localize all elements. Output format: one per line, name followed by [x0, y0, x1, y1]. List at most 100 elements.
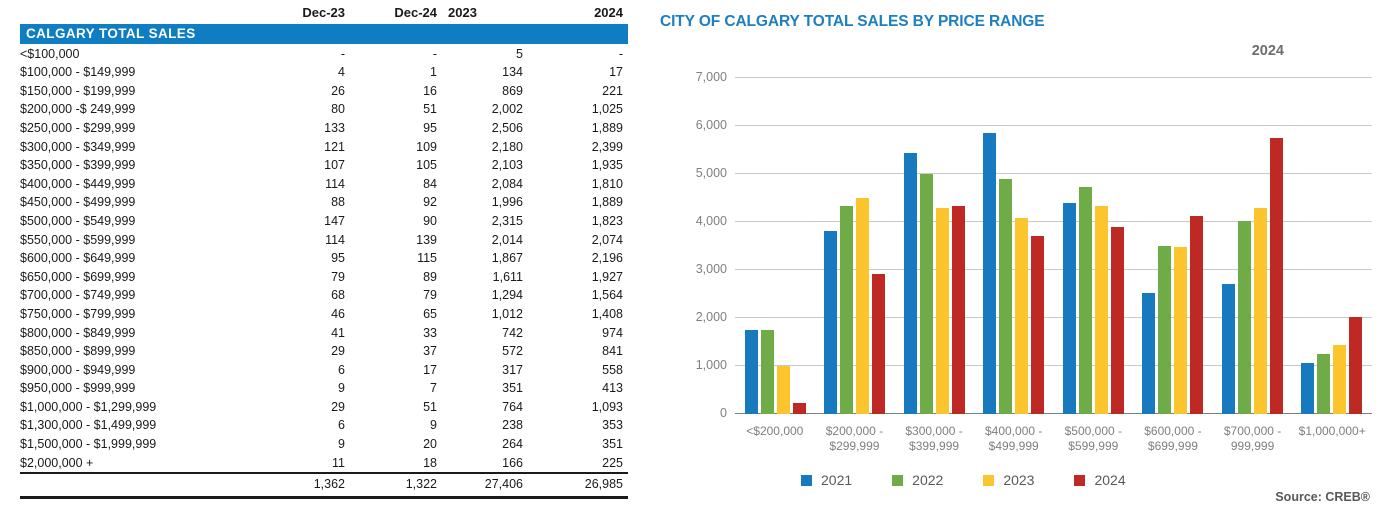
table-row: <$100,000 - - 5 -: [20, 44, 628, 63]
value-cell: 572: [502, 344, 523, 359]
value-cell: 225: [602, 455, 623, 470]
value-cell: 51: [423, 102, 437, 117]
value-cell: 29: [331, 399, 345, 414]
bar-2022: [761, 330, 774, 414]
value-cell: 121: [324, 139, 345, 154]
value-cell: 109: [416, 139, 437, 154]
table-row: $700,000 - $749,999 68 79 1,294 1,564: [20, 286, 628, 305]
value-cell: 41: [331, 325, 345, 340]
row-label: $400,000 - $449,999: [20, 176, 136, 191]
value-cell: 89: [423, 269, 437, 284]
value-cell: 558: [602, 362, 623, 377]
bar-group: [1142, 78, 1204, 414]
row-label: $1,500,000 - $1,999,999: [20, 437, 157, 452]
value-cell: 841: [602, 344, 623, 359]
bar-2023: [1174, 247, 1188, 414]
legend-label: 2024: [1094, 472, 1126, 488]
x-tick-label: $500,000 - $599,999: [1064, 424, 1122, 453]
bar-group: [983, 78, 1045, 414]
bar-2021: [745, 330, 758, 414]
total-2023: 27,406: [437, 471, 523, 499]
legend-swatch-2024: [1074, 474, 1086, 486]
value-cell: 9: [430, 418, 437, 433]
total-row: 1,362 1,322 27,406 26,985: [20, 471, 628, 499]
value-cell: 2,014: [491, 232, 523, 247]
value-cell: 5: [516, 46, 523, 61]
legend-item-2022: 2022: [892, 472, 943, 488]
bar-2023: [856, 197, 870, 414]
x-axis-labels: <$200,000 $200,000 - $299,999 $300,000 - $…: [735, 424, 1372, 454]
gridline: [735, 365, 1372, 366]
row-label: $300,000 - $349,999: [20, 139, 136, 154]
value-cell: 2,180: [491, 139, 523, 154]
table-row: $2,000,000 + 11 18 166 225: [20, 453, 628, 473]
value-cell: 1,611: [492, 269, 523, 284]
bar-2021: [1221, 283, 1235, 414]
value-cell: -: [432, 46, 437, 61]
legend-label: 2023: [1003, 472, 1035, 488]
legend-swatch-2022: [892, 474, 904, 486]
bar-group: [1300, 78, 1362, 414]
row-label: $1,300,000 - $1,499,999: [20, 418, 157, 433]
legend-label: 2021: [821, 472, 853, 488]
value-cell: 1,889: [591, 120, 623, 135]
table-row: $950,000 - $999,999 9 7 351 413: [20, 379, 628, 398]
column-header-dec23: Dec-23: [302, 5, 345, 21]
value-cell: 79: [331, 269, 345, 284]
sales-table-panel: Dec-23 Dec-24 2023 2024 CALGARY TOTAL SA…: [0, 0, 650, 530]
x-tick-label: $600,000 - $699,999: [1144, 424, 1202, 453]
value-cell: 134: [502, 65, 523, 80]
value-cell: 90: [423, 213, 437, 228]
bar-2022: [1237, 220, 1251, 414]
value-cell: -: [340, 46, 345, 61]
table-row: $300,000 - $349,999 121 109 2,180 2,399: [20, 137, 628, 156]
x-tick-label: <$200,000: [746, 424, 804, 438]
bar-2024: [1031, 236, 1045, 414]
value-cell: 1: [430, 65, 437, 80]
table-row: $800,000 - $849,999 41 33 742 974: [20, 323, 628, 342]
value-cell: 869: [502, 83, 523, 98]
value-cell: 88: [331, 195, 345, 210]
bar-group: [1221, 78, 1283, 414]
bar-2023: [1332, 345, 1346, 414]
row-label: $700,000 - $749,999: [20, 288, 136, 303]
value-cell: 79: [423, 288, 437, 303]
bar-2021: [824, 230, 838, 414]
gridline: [735, 173, 1372, 174]
y-tick-label: 5,000: [695, 166, 727, 180]
value-cell: 9: [338, 437, 345, 452]
row-label: $600,000 - $649,999: [20, 251, 136, 266]
bar-2024: [793, 402, 806, 414]
table-row: $350,000 - $399,999 107 105 2,103 1,935: [20, 156, 628, 175]
chart-title: CITY OF CALGARY TOTAL SALES BY PRICE RAN…: [660, 13, 1045, 30]
value-cell: 1,867: [491, 251, 523, 266]
value-cell: 92: [423, 195, 437, 210]
row-label: $800,000 - $849,999: [20, 325, 136, 340]
bar-2023: [1253, 208, 1267, 414]
value-cell: 114: [325, 176, 345, 191]
value-cell: 20: [423, 437, 437, 452]
value-cell: 147: [324, 213, 345, 228]
column-header-2024: 2024: [594, 5, 623, 21]
value-cell: 17: [423, 362, 437, 377]
row-label: $850,000 - $899,999: [20, 344, 136, 359]
bar-2023: [1094, 206, 1108, 414]
value-cell: 353: [602, 418, 623, 433]
chart-legend: 2021 2022 2023 2024: [801, 472, 1126, 488]
legend-item-2024: 2024: [1074, 472, 1126, 488]
value-cell: 17: [609, 65, 623, 80]
value-cell: 65: [423, 306, 437, 321]
value-cell: 1,294: [491, 288, 523, 303]
row-label: <$100,000: [20, 46, 80, 61]
value-cell: 2,506: [491, 120, 523, 135]
value-cell: 115: [417, 251, 437, 266]
gridline: [735, 317, 1372, 318]
value-cell: 114: [325, 232, 345, 247]
value-cell: 413: [602, 381, 623, 396]
bar-2024: [1269, 137, 1283, 414]
value-cell: -: [618, 46, 623, 61]
row-label: $2,000,000 +: [20, 455, 94, 470]
bar-2024: [1348, 316, 1362, 414]
value-cell: 33: [423, 325, 437, 340]
